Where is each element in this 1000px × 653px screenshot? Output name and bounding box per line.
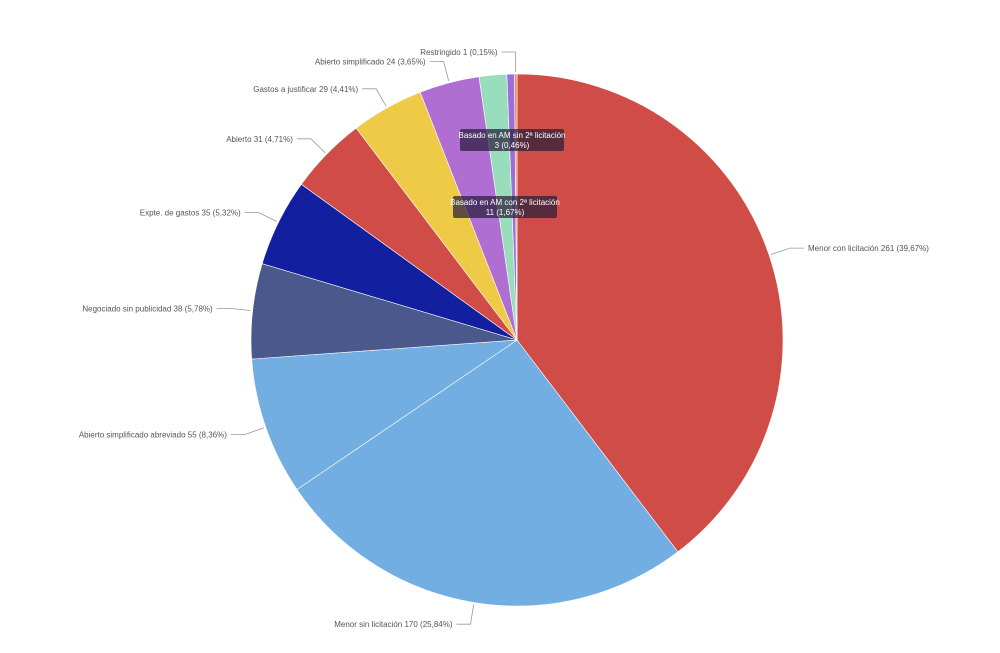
pie-slices (250, 73, 784, 607)
pie-slice[interactable] (516, 73, 784, 553)
label-leader-line (216, 307, 251, 311)
tooltip-title: Basado en AM sin 2ª licitación (458, 131, 565, 140)
label-leader-line (429, 61, 450, 82)
pie-slice[interactable] (251, 339, 519, 490)
label-leader-line (230, 427, 264, 435)
slice-labels: Menor con licitación 261 (39,67%) Menor s… (79, 48, 929, 629)
label-leader-line (501, 51, 517, 73)
pie-slice[interactable] (296, 339, 679, 607)
label-leader-line (296, 138, 326, 154)
label-leader-line (456, 604, 475, 625)
slice-label: Abierto simplificado 24 (3,65%) (315, 58, 426, 67)
slice-label: Menor con licitación 261 (39,67%) (808, 244, 929, 253)
slice-label: Abierto simplificado abreviado 55 (8,36%… (79, 431, 227, 440)
slice-label: Gastos a justificar 29 (4,41%) (253, 85, 358, 94)
slice-label: Menor sin licitación 170 (25,84%) (334, 620, 453, 629)
tooltip-value: 11 (1,67%) (486, 208, 525, 217)
label-leader-line (770, 247, 804, 255)
tooltip-box (453, 196, 557, 218)
tooltip-title: Basado en AM con 2ª licitación (450, 198, 560, 207)
slice-label: Negociado sin publicidad 38 (5,78%) (82, 304, 213, 313)
tooltip-box (460, 129, 564, 151)
slice-label: Expte. de gastos 35 (5,32%) (140, 209, 241, 218)
label-leader-line (244, 212, 277, 222)
slice-label: Abierto 31 (4,71%) (226, 135, 293, 144)
tooltip-value: 3 (0,46%) (495, 141, 530, 150)
slice-label: Restringido 1 (0,15%) (420, 48, 498, 57)
label-leader-line (362, 88, 387, 107)
